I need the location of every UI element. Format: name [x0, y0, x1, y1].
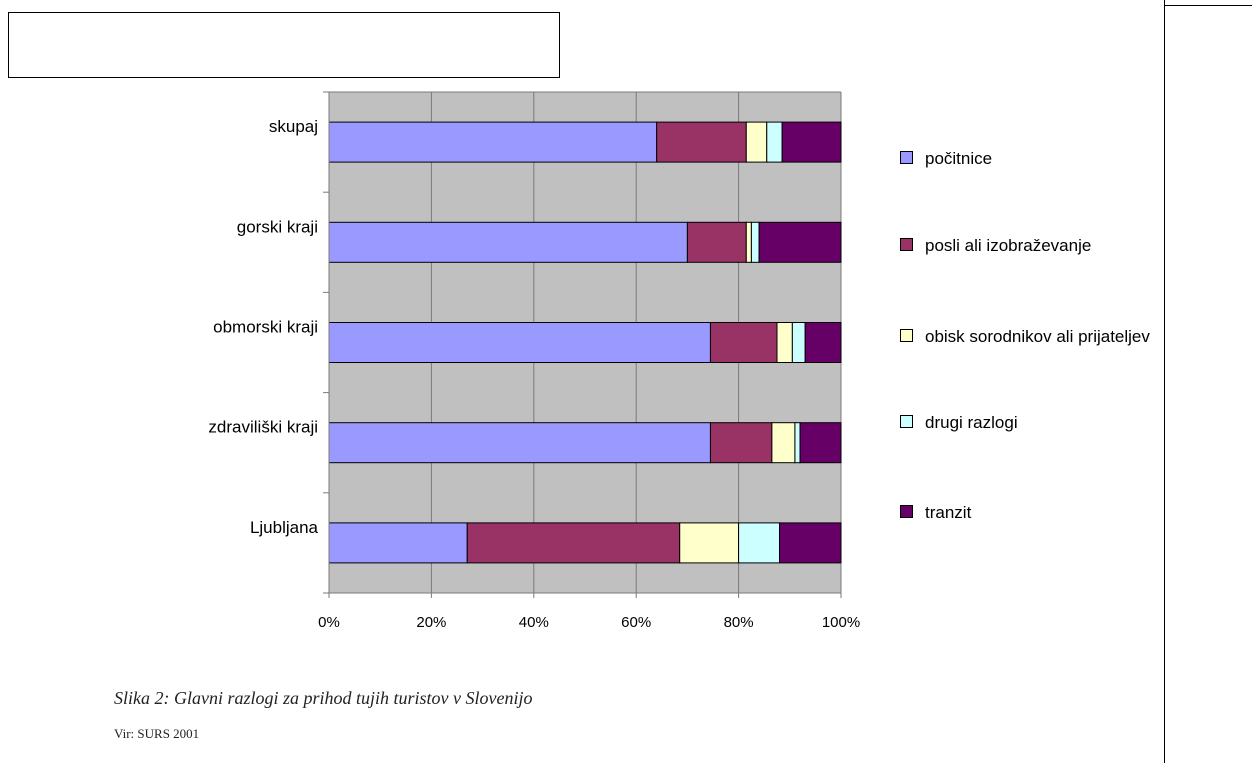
bar-segment	[738, 522, 781, 564]
x-tick-label: 80%	[724, 614, 754, 631]
right-margin-rule	[1164, 0, 1165, 763]
legend-item-tranzit: tranzit	[900, 502, 1160, 524]
bar-segment	[679, 522, 740, 564]
legend-label: drugi razlogi	[925, 413, 1018, 432]
bar-segment	[328, 322, 711, 363]
x-tick-label: 40%	[519, 614, 549, 631]
legend-label: počitnice	[925, 149, 993, 168]
category-label: zdraviliški kraji	[208, 418, 318, 437]
bar-segment	[328, 422, 711, 464]
bar-segment	[781, 121, 842, 163]
x-tick-label: 0%	[318, 614, 340, 631]
x-tick-label: 100%	[822, 614, 860, 631]
figure-caption: Slika 2: Glavni razlogi za prihod tujih …	[114, 688, 533, 708]
bar-segment	[709, 322, 778, 363]
bar-segment	[750, 221, 760, 263]
bar-segment	[328, 121, 658, 163]
bar-segment	[794, 422, 801, 464]
top-empty-frame	[8, 12, 560, 78]
legend-item-pocitnice: počitnice	[900, 148, 1160, 170]
bar-segment	[776, 322, 793, 363]
bar-segment	[686, 221, 747, 263]
category-label: Ljubljana	[250, 518, 319, 537]
bar-segment	[791, 322, 806, 363]
bar-segment	[804, 322, 842, 363]
legend-label: posli ali izobraževanje	[925, 236, 1092, 255]
category-label: skupaj	[269, 117, 318, 136]
legend-label: tranzit	[925, 503, 972, 522]
bar-segment	[779, 522, 842, 564]
bar-segment	[466, 522, 681, 564]
legend-swatch-tranzit	[900, 505, 913, 518]
bar-segment	[766, 121, 783, 163]
legend-swatch-posli	[900, 238, 913, 251]
right-top-rule	[1164, 5, 1252, 6]
legend-label: obisk sorodnikov ali prijateljev	[925, 327, 1150, 346]
bar-segment	[799, 422, 842, 464]
legend-item-posli: posli ali izobraževanje	[900, 235, 1160, 257]
bar-segment	[656, 121, 747, 163]
bar-segment	[758, 221, 842, 263]
bar-segment	[745, 221, 752, 263]
category-label: gorski kraji	[237, 217, 318, 236]
bar-segment	[328, 522, 468, 564]
bar-segment	[745, 121, 768, 163]
legend-swatch-drugi	[900, 415, 913, 428]
figure-source: Vir: SURS 2001	[114, 726, 200, 741]
x-tick-label: 20%	[416, 614, 446, 631]
bar-segment	[709, 422, 773, 464]
bar-segment	[771, 422, 796, 464]
legend-swatch-pocitnice	[900, 151, 913, 164]
category-label: obmorski kraji	[213, 318, 318, 337]
legend-item-obisk: obisk sorodnikov ali prijateljev	[900, 326, 1150, 348]
x-tick-label: 60%	[621, 614, 651, 631]
legend-swatch-obisk	[900, 329, 913, 342]
legend-item-drugi: drugi razlogi	[900, 412, 1160, 434]
bar-segment	[328, 221, 688, 263]
